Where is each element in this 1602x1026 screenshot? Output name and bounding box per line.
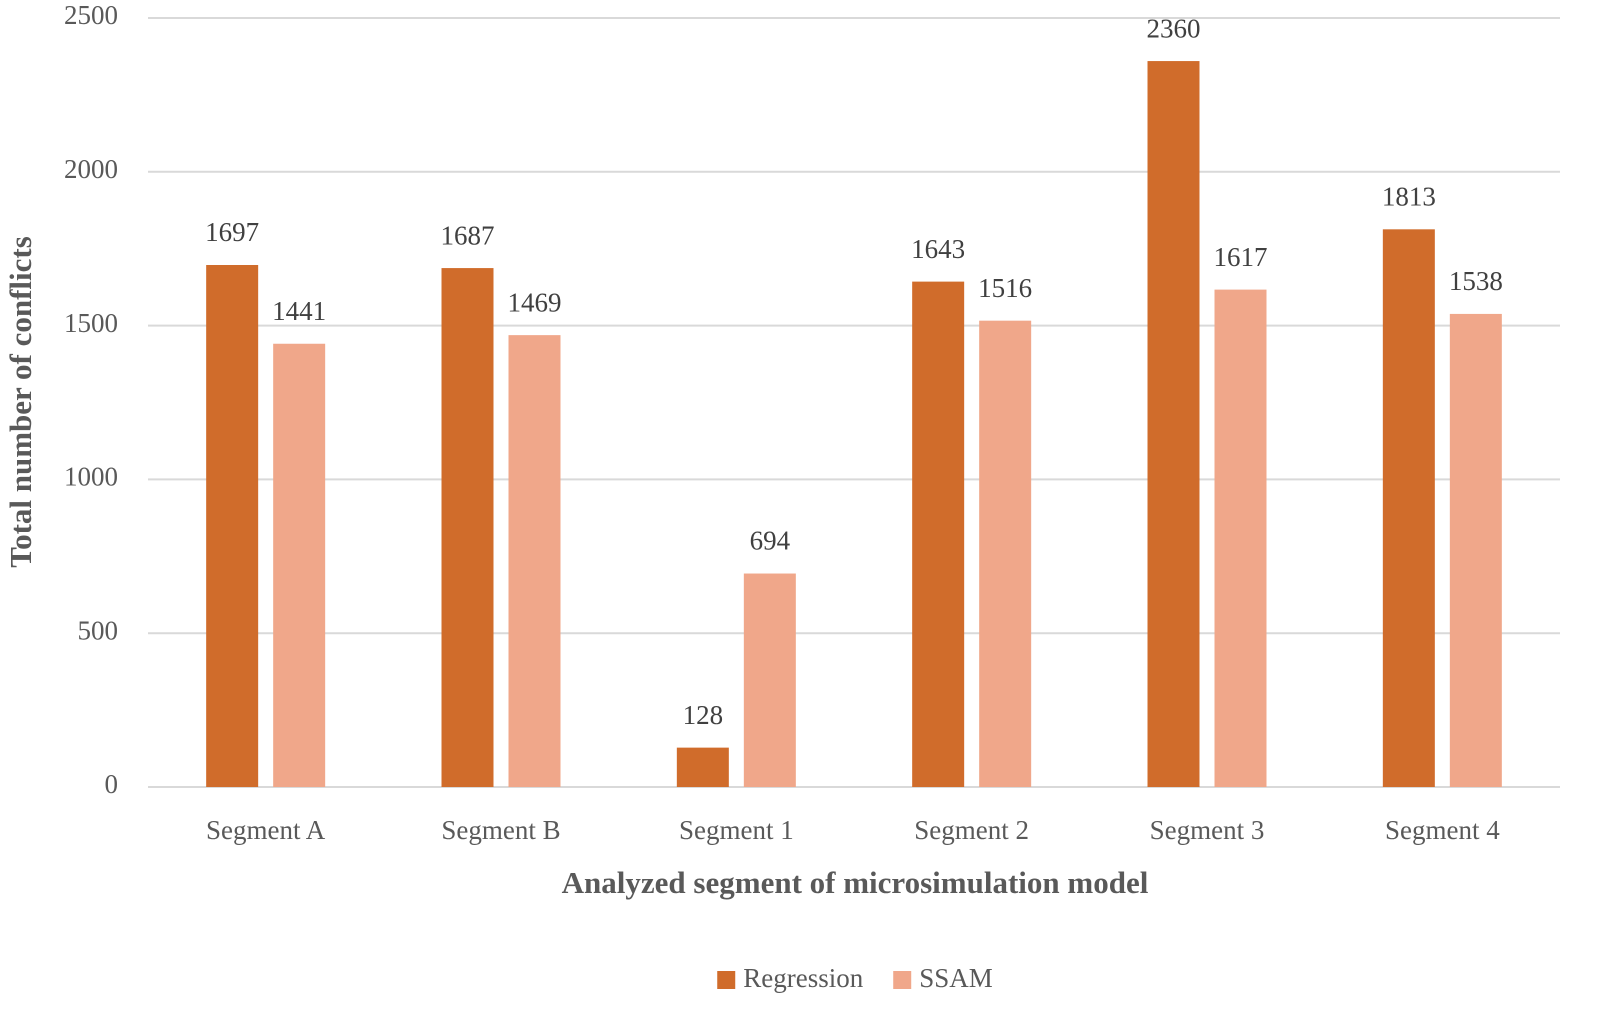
x-tick-label: Segment A <box>206 815 326 845</box>
bar <box>1147 61 1200 787</box>
data-label: 1441 <box>272 296 326 326</box>
legend-swatch <box>893 971 912 989</box>
y-tick-label: 1500 <box>64 308 118 338</box>
legend-label: SSAM <box>919 963 993 993</box>
data-label: 1697 <box>205 217 259 247</box>
y-tick-label: 500 <box>78 615 119 645</box>
x-tick-label: Segment B <box>441 815 560 845</box>
data-label: 1643 <box>911 234 965 264</box>
bar <box>743 573 796 787</box>
data-label: 1516 <box>978 273 1032 303</box>
bar <box>676 747 729 787</box>
x-tick-label: Segment 3 <box>1150 815 1265 845</box>
bar <box>1214 289 1267 787</box>
data-label: 694 <box>750 526 791 556</box>
bar <box>273 343 326 787</box>
x-tick-label: Segment 1 <box>679 815 794 845</box>
x-tick-label: Segment 4 <box>1385 815 1500 845</box>
data-label: 1813 <box>1382 182 1436 212</box>
bar <box>1382 229 1435 788</box>
data-label: 2360 <box>1147 13 1201 43</box>
bar <box>979 320 1032 787</box>
data-label: 1617 <box>1214 242 1268 272</box>
x-axis-title: Analyzed segment of microsimulation mode… <box>562 865 1149 900</box>
bar <box>206 265 259 787</box>
x-tick-label: Segment 2 <box>914 815 1029 845</box>
bar <box>912 281 965 787</box>
y-tick-label: 1000 <box>64 462 118 492</box>
y-tick-label: 2500 <box>64 0 118 30</box>
y-axis-title: Total number of conflicts <box>3 236 38 568</box>
legend-swatch <box>717 971 736 989</box>
data-label: 128 <box>683 700 724 730</box>
bar <box>1449 313 1502 787</box>
bar <box>441 268 494 787</box>
data-label: 1469 <box>508 287 562 317</box>
legend-label: Regression <box>743 963 863 993</box>
data-label: 1538 <box>1449 266 1503 296</box>
y-tick-label: 2000 <box>64 154 118 184</box>
y-tick-label: 0 <box>105 769 119 799</box>
data-label: 1687 <box>441 220 495 250</box>
bar <box>508 335 561 787</box>
